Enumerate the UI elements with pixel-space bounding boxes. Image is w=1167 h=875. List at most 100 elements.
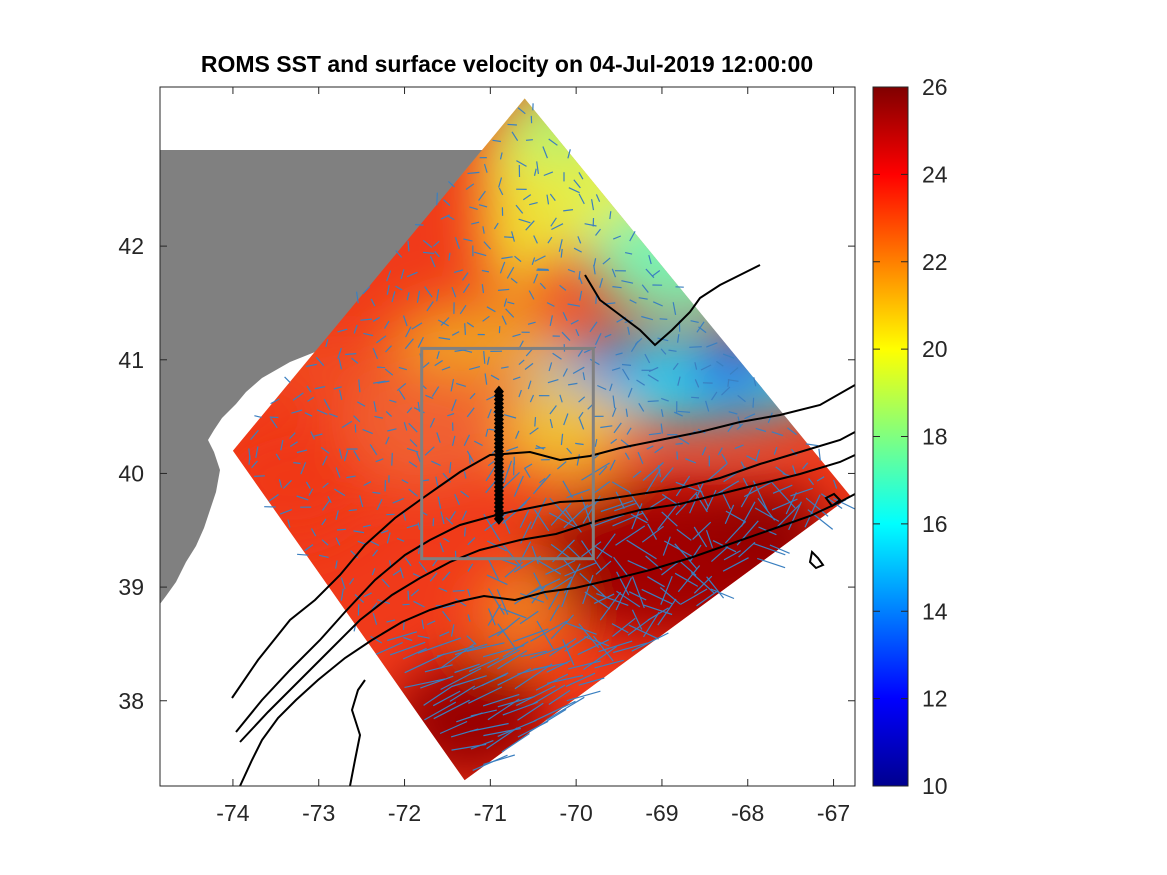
velocity-arrow xyxy=(501,315,507,325)
velocity-arrow xyxy=(447,215,455,221)
velocity-arrow xyxy=(460,490,470,498)
velocity-arrow xyxy=(566,488,590,499)
velocity-arrow xyxy=(407,590,410,601)
velocity-arrow xyxy=(546,194,550,205)
velocity-arrow xyxy=(677,410,691,413)
velocity-arrow xyxy=(534,255,546,262)
velocity-arrow xyxy=(567,268,576,273)
velocity-arrow xyxy=(525,348,533,357)
velocity-arrow xyxy=(497,667,532,686)
velocity-arrow xyxy=(404,557,412,567)
velocity-arrow xyxy=(746,455,758,462)
velocity-arrow xyxy=(320,447,330,454)
velocity-arrow xyxy=(501,733,530,753)
velocity-arrow xyxy=(525,139,533,141)
velocity-arrow xyxy=(627,618,651,636)
velocity-arrow xyxy=(560,248,563,258)
velocity-arrow xyxy=(496,617,521,637)
velocity-arrow xyxy=(685,458,697,464)
y-tick-label: 39 xyxy=(118,574,144,600)
velocity-arrow xyxy=(373,380,386,384)
velocity-arrow xyxy=(469,722,509,732)
velocity-arrow xyxy=(816,476,825,482)
velocity-arrow xyxy=(451,435,456,446)
velocity-arrow xyxy=(616,590,641,608)
velocity-arrow xyxy=(659,587,681,605)
velocity-arrow xyxy=(537,268,549,271)
velocity-arrow xyxy=(467,537,476,546)
velocity-arrow xyxy=(429,417,436,428)
velocity-arrow xyxy=(532,684,566,705)
velocity-arrow xyxy=(752,542,786,556)
velocity-arrow xyxy=(409,439,418,447)
velocity-arrow xyxy=(467,588,471,597)
velocity-arrow xyxy=(578,276,583,285)
velocity-arrow xyxy=(566,690,601,702)
velocity-arrow xyxy=(503,298,508,307)
velocity-arrow xyxy=(572,366,585,375)
velocity-arrow xyxy=(518,359,525,366)
velocity-arrow xyxy=(439,720,468,735)
velocity-arrow xyxy=(312,433,323,437)
velocity-arrow xyxy=(596,593,629,606)
velocity-arrow xyxy=(304,544,314,552)
velocity-arrow xyxy=(740,482,756,508)
velocity-arrow xyxy=(546,696,585,721)
velocity-arrow xyxy=(487,608,496,626)
y-axis-ticks: 38 39 40 41 42 xyxy=(118,233,855,714)
velocity-arrow xyxy=(660,409,664,418)
velocity-arrow xyxy=(513,628,549,643)
velocity-arrow xyxy=(403,636,413,642)
velocity-arrow xyxy=(693,575,713,594)
velocity-arrow xyxy=(421,619,425,630)
velocity-arrow xyxy=(575,328,580,337)
velocity-arrow xyxy=(432,518,435,527)
velocity-arrow xyxy=(582,372,586,381)
velocity-arrow xyxy=(383,320,390,329)
velocity-arrow xyxy=(694,379,700,388)
velocity-vectors xyxy=(248,103,855,771)
velocity-arrow xyxy=(449,685,476,702)
velocity-arrow xyxy=(524,362,534,370)
velocity-arrow xyxy=(647,576,665,588)
velocity-arrow xyxy=(530,620,568,642)
velocity-arrow xyxy=(402,647,427,660)
velocity-arrow xyxy=(432,690,461,707)
velocity-arrow xyxy=(529,394,535,403)
velocity-arrow xyxy=(631,576,645,609)
velocity-arrow xyxy=(343,450,349,462)
velocity-arrow xyxy=(514,255,522,263)
velocity-arrow xyxy=(568,660,601,670)
velocity-arrow xyxy=(771,498,798,511)
velocity-arrow xyxy=(643,604,673,616)
velocity-arrow xyxy=(740,501,756,527)
velocity-arrow xyxy=(443,537,450,543)
velocity-arrow xyxy=(802,462,809,470)
velocity-arrow xyxy=(516,685,556,707)
velocity-arrow xyxy=(350,550,359,559)
velocity-arrow xyxy=(539,477,546,484)
velocity-arrow xyxy=(487,604,502,626)
velocity-arrow xyxy=(788,501,802,531)
velocity-arrow xyxy=(426,301,434,312)
velocity-arrow xyxy=(487,460,495,467)
velocity-arrow xyxy=(503,414,517,419)
velocity-arrow xyxy=(322,482,329,489)
velocity-arrow xyxy=(424,664,453,673)
velocity-arrow xyxy=(661,511,678,527)
velocity-arrow xyxy=(551,223,564,231)
velocity-arrow xyxy=(357,540,366,545)
velocity-arrow xyxy=(504,561,524,578)
velocity-arrow xyxy=(333,488,346,497)
velocity-arrow xyxy=(315,356,325,367)
velocity-arrow xyxy=(531,257,536,265)
velocity-arrow xyxy=(487,649,520,669)
velocity-arrow xyxy=(575,442,584,446)
velocity-arrow xyxy=(513,475,524,497)
velocity-arrow xyxy=(337,347,342,359)
velocity-arrow xyxy=(535,447,546,449)
velocity-arrow xyxy=(696,482,709,507)
velocity-arrow xyxy=(454,493,460,506)
velocity-arrow xyxy=(517,702,544,721)
velocity-arrow xyxy=(641,284,649,293)
